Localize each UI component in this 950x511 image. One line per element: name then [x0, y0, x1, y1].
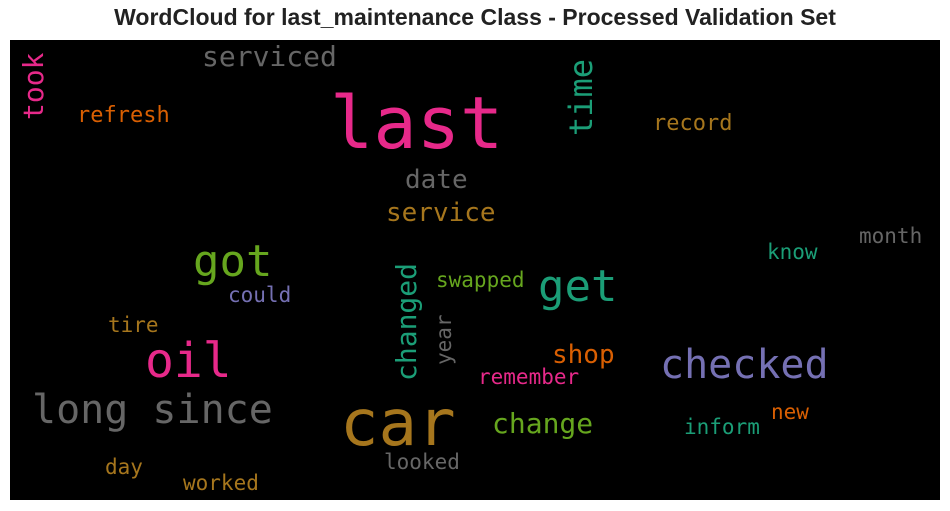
word-refresh: refresh: [77, 103, 170, 128]
word-know: know: [767, 240, 818, 264]
word-got: got: [193, 236, 273, 287]
word-long-since: long since: [32, 387, 273, 433]
word-worked: worked: [183, 471, 259, 495]
word-changed: changed: [390, 262, 423, 381]
word-looked: looked: [384, 450, 460, 474]
word-took: took: [17, 52, 50, 120]
word-serviced: serviced: [202, 40, 337, 73]
word-car: car: [340, 387, 456, 461]
word-last: last: [330, 81, 504, 165]
wordcloud-canvas: last car long since oil checked get got time cha…: [10, 40, 940, 500]
word-new: new: [771, 400, 809, 424]
word-time: time: [562, 58, 600, 136]
word-could: could: [228, 283, 292, 307]
word-month: month: [859, 224, 923, 248]
word-day: day: [105, 455, 143, 479]
word-date: date: [405, 165, 468, 195]
word-remember: remember: [478, 365, 580, 389]
word-tire: tire: [108, 313, 159, 337]
word-checked: checked: [660, 342, 829, 388]
word-record: record: [653, 111, 733, 136]
word-swapped: swapped: [436, 268, 525, 292]
word-get: get: [538, 261, 618, 312]
word-year: year: [432, 314, 456, 365]
word-service: service: [386, 198, 496, 228]
chart-title: WordCloud for last_maintenance Class - P…: [114, 4, 836, 30]
word-change: change: [492, 407, 594, 440]
word-shop: shop: [552, 340, 615, 370]
word-oil: oil: [145, 333, 232, 389]
word-inform: inform: [684, 415, 760, 439]
